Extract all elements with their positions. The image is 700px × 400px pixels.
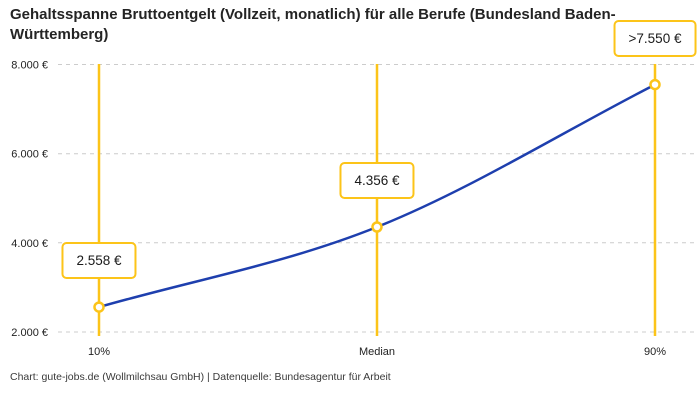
- chart-credit: Chart: gute-jobs.de (Wollmilchsau GmbH) …: [10, 371, 391, 383]
- y-axis-tick-label: 8.000 €: [11, 60, 48, 72]
- x-axis-category-label: Median: [359, 346, 395, 358]
- x-axis-category-label: 90%: [644, 346, 666, 358]
- y-axis-tick-label: 6.000 €: [11, 149, 48, 161]
- data-point-marker: [371, 221, 383, 233]
- chart-title: Gehaltsspanne Bruttoentgelt (Vollzeit, m…: [10, 6, 616, 43]
- y-axis-tick-label: 2.000 €: [11, 327, 48, 339]
- data-point-marker: [649, 78, 661, 91]
- data-point-marker: [93, 301, 105, 313]
- y-axis-tick-label: 4.000 €: [11, 238, 48, 250]
- x-axis-category-label: 10%: [88, 346, 110, 358]
- value-label-box: 2.558 €: [61, 242, 137, 279]
- value-label-box: 4.356 €: [339, 162, 415, 199]
- value-label-box: >7.550 €: [613, 20, 697, 57]
